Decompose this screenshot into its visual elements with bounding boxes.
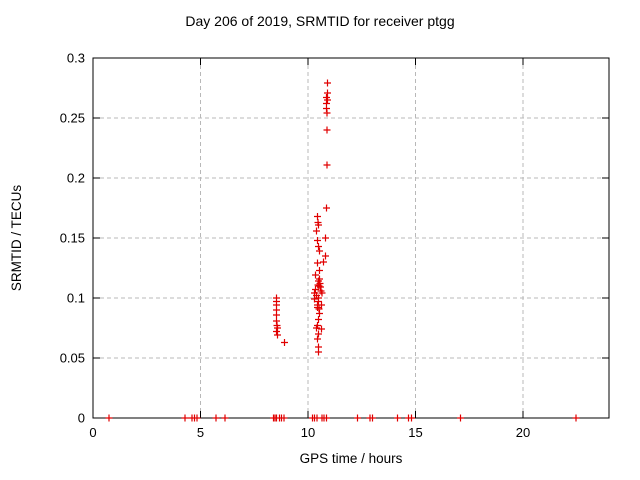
x-tick-label: 5 bbox=[197, 425, 204, 440]
tick-labels: 0 5 10 15 20 0 0.05 0.1 0.15 0.2 0.25 0.3 bbox=[60, 51, 531, 441]
x-tick-label: 15 bbox=[408, 425, 422, 440]
y-tick-label: 0.05 bbox=[60, 351, 85, 366]
y-tick-label: 0.15 bbox=[60, 231, 85, 246]
x-tick-label: 10 bbox=[301, 425, 315, 440]
y-axis-label: SRMTID / TECUs bbox=[9, 184, 24, 292]
gridlines bbox=[93, 58, 609, 418]
y-tick-label: 0.25 bbox=[60, 111, 85, 126]
y-tick-label: 0 bbox=[78, 411, 85, 426]
axis-ticks bbox=[92, 57, 609, 419]
y-tick-label: 0.1 bbox=[67, 291, 85, 306]
x-tick-label: 20 bbox=[516, 425, 530, 440]
data-points bbox=[105, 79, 580, 422]
y-tick-label: 0.2 bbox=[67, 171, 85, 186]
x-axis-label: GPS time / hours bbox=[299, 451, 403, 466]
x-tick-label: 0 bbox=[89, 425, 96, 440]
chart-title: Day 206 of 2019, SRMTID for receiver ptg… bbox=[185, 13, 455, 29]
y-tick-label: 0.3 bbox=[67, 51, 85, 66]
